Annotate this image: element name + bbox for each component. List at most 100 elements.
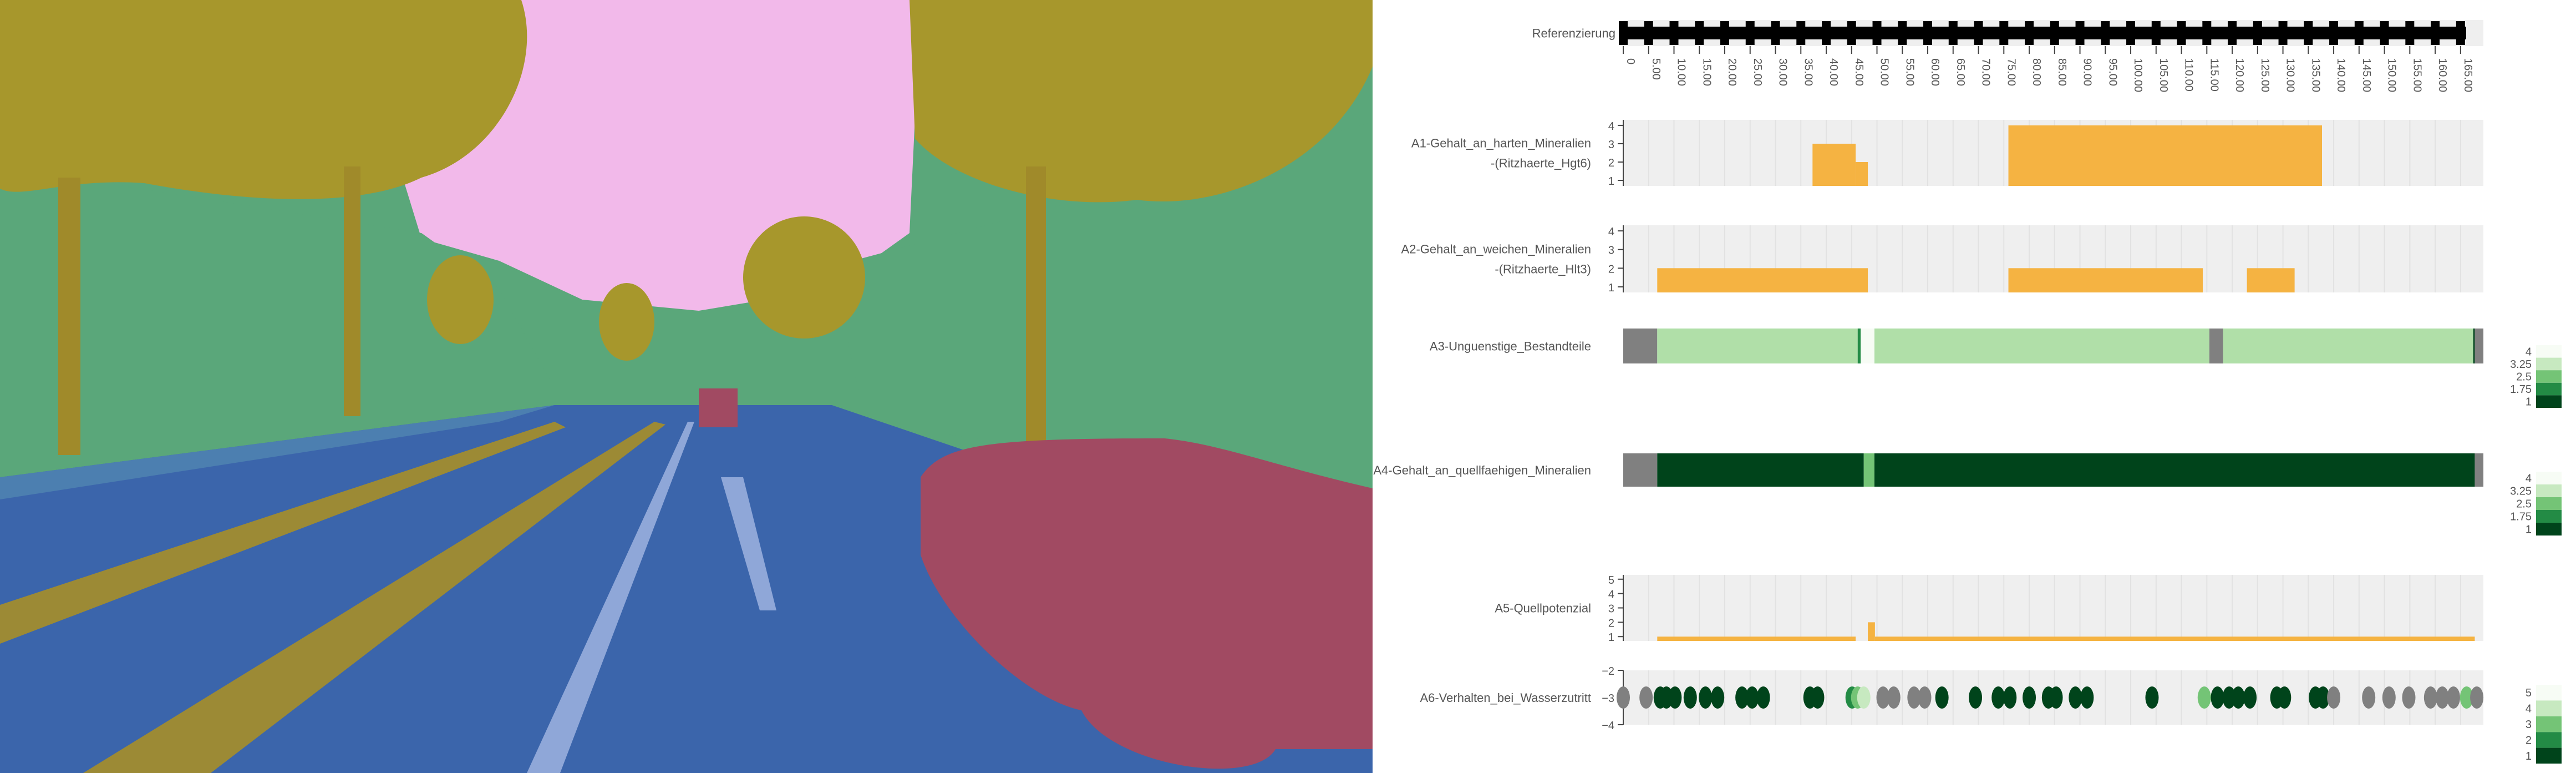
tree-right xyxy=(910,0,1373,203)
x-tick-label: 85.00 xyxy=(2056,58,2068,86)
scatter-point xyxy=(2003,686,2017,709)
track-a2: A2-Gehalt_an_weichen_Mineralien -(Ritzhae… xyxy=(1401,225,2483,294)
y-tick-label: 2 xyxy=(1608,263,1614,275)
scatter-point xyxy=(1935,686,1949,709)
bar xyxy=(1812,143,1856,186)
scatter-point xyxy=(1756,686,1770,709)
reference-block xyxy=(1745,21,1755,45)
scatter-point xyxy=(1876,686,1890,709)
scatter-point xyxy=(2232,686,2245,709)
x-tick-label: 135.00 xyxy=(2309,58,2321,92)
x-tick-label: 40.00 xyxy=(1827,58,1840,86)
reference-block xyxy=(1999,21,2009,45)
reference-block xyxy=(2126,21,2136,45)
scatter-point xyxy=(2243,686,2257,709)
borehole-log-chart: Referenzierung 0 5.00 10.00 15.00 20.00 25.00 3… xyxy=(1373,20,2562,764)
sidewalk xyxy=(0,405,555,499)
x-tick-label: 55.00 xyxy=(1903,58,1916,86)
bar xyxy=(1868,622,1875,641)
x-tick-label: 120.00 xyxy=(2233,58,2245,92)
reference-block xyxy=(2050,21,2059,45)
colorbar-label: 1.75 xyxy=(2510,511,2532,523)
colorbar-swatch xyxy=(2536,357,2562,371)
scatter-point xyxy=(1887,686,1901,709)
reference-block xyxy=(1974,21,1983,45)
y-tick-label: −2 xyxy=(1602,665,1614,678)
reference-block xyxy=(2456,21,2465,45)
scatter-point xyxy=(2402,686,2416,709)
colorbar-swatch xyxy=(2536,472,2562,484)
x-tick-label: 110.00 xyxy=(2183,58,2195,92)
reference-block xyxy=(1847,21,1856,45)
scatter-point xyxy=(2080,686,2094,709)
reference-block xyxy=(1822,21,1831,45)
x-tick-label: 5.00 xyxy=(1650,58,1662,80)
lane-marking xyxy=(721,477,776,610)
reference-block xyxy=(2151,21,2161,45)
x-tick-label: 70.00 xyxy=(1980,58,1992,86)
colorbar-label: 1 xyxy=(2526,750,2532,762)
x-tick-label: 115.00 xyxy=(2208,58,2220,92)
scatter-point xyxy=(1668,686,1682,709)
scatter-point xyxy=(2362,686,2376,709)
y-tick-label: 5 xyxy=(1608,574,1614,587)
tree-mid xyxy=(743,216,865,338)
x-tick-label: 100.00 xyxy=(2132,58,2144,92)
track-label: -(Ritzhaerte_Hlt3) xyxy=(1495,262,1591,276)
heatmap-cell xyxy=(1623,329,1658,363)
reference-block xyxy=(2304,21,2313,45)
colorbar-label: 2.5 xyxy=(2516,371,2532,383)
scatter-point xyxy=(2222,686,2236,709)
y-tick-label: 4 xyxy=(1608,589,1614,601)
reference-block xyxy=(1948,21,1958,45)
building-right xyxy=(832,122,1373,499)
track-a4: A4-Gehalt_an_quellfaehigen_Mineralien 43.… xyxy=(1373,453,2562,536)
colorbar-label: 1 xyxy=(2526,524,2532,536)
scatter-point xyxy=(1907,686,1921,709)
x-tick-label: 25.00 xyxy=(1751,58,1764,86)
colorbar-swatch xyxy=(2536,497,2562,510)
colorbar-label: 2 xyxy=(2526,734,2532,746)
track-a1: A1-Gehalt_an_harten_Mineralien -(Ritzhaer… xyxy=(1411,120,2483,188)
scatter-point xyxy=(1991,686,2005,709)
x-tick-label: 20.00 xyxy=(1726,58,1738,86)
x-tick-label: 30.00 xyxy=(1777,58,1789,86)
colorbar-swatch xyxy=(2536,716,2562,732)
car xyxy=(921,438,1373,769)
colorbar-swatch xyxy=(2536,395,2562,408)
tree-mid xyxy=(427,255,494,344)
tree-trunk xyxy=(58,178,80,455)
scatter-point xyxy=(2197,686,2211,709)
scatter-point xyxy=(1811,686,1825,709)
scatter-point xyxy=(1857,686,1871,709)
x-tick-label: 50.00 xyxy=(1878,58,1891,86)
colorbar-label: 2.5 xyxy=(2516,498,2532,511)
x-tick-label: 145.00 xyxy=(2360,58,2372,92)
scatter-point xyxy=(1918,686,1932,709)
reference-block xyxy=(2405,21,2415,45)
track-a3: A3-Unguenstige_Bestandteile 43.252.51.751 xyxy=(1430,329,2562,408)
reference-block xyxy=(2202,21,2212,45)
reference-block xyxy=(2278,21,2288,45)
scatter-point xyxy=(2460,686,2473,709)
reference-block xyxy=(2075,21,2085,45)
x-tick-label: 45.00 xyxy=(1853,58,1865,86)
car-distant xyxy=(699,388,738,427)
bar xyxy=(1657,636,1856,641)
colorbar-swatch xyxy=(2536,747,2562,764)
reference-block xyxy=(1771,21,1780,45)
colorbar-label: 1 xyxy=(2526,396,2532,408)
bar xyxy=(1874,636,2475,641)
colorbar-swatch xyxy=(2536,732,2562,748)
tree-mid xyxy=(599,283,654,361)
reference-block xyxy=(2253,21,2262,45)
reference-block xyxy=(2101,21,2110,45)
x-tick-label: 130.00 xyxy=(2284,58,2296,92)
tram-track xyxy=(0,422,566,644)
x-tick-label: 60.00 xyxy=(1929,58,1941,86)
x-tick-label: 125.00 xyxy=(2259,58,2271,92)
scatter-point xyxy=(1735,686,1749,709)
reference-block xyxy=(1669,21,1679,45)
colorbar-label: 4 xyxy=(2526,346,2532,358)
colorbar-label: 3.25 xyxy=(2510,358,2532,371)
